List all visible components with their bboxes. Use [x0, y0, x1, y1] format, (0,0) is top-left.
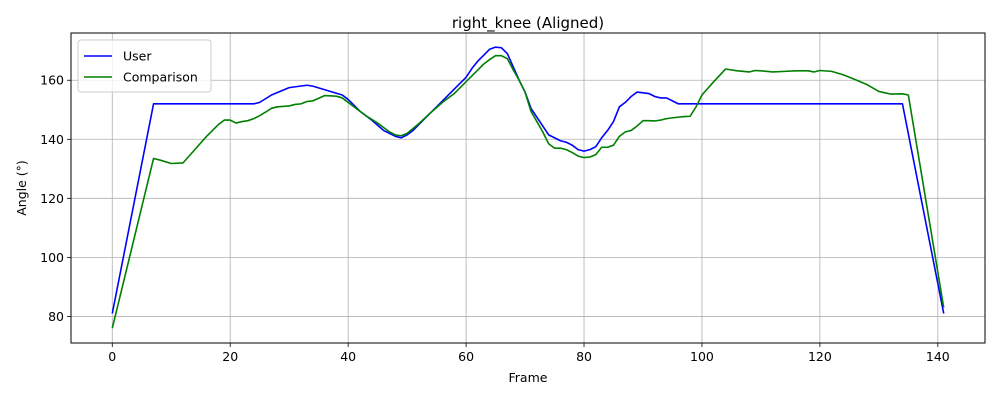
y-tick-label: 120 — [40, 191, 64, 206]
plot-area — [71, 33, 985, 343]
x-tick-label: 100 — [690, 349, 714, 364]
plot-frame — [70, 32, 986, 344]
grid — [71, 33, 985, 343]
x-axis-ticks: 0 20 40 60 80 100 120 140 — [108, 343, 950, 364]
legend-label: User — [123, 49, 152, 64]
x-tick-label: 40 — [340, 349, 356, 364]
x-axis-title: Frame — [509, 370, 548, 385]
x-tick-label: 120 — [808, 349, 832, 364]
y-tick-label: 100 — [40, 250, 64, 265]
y-tick-label: 140 — [40, 132, 64, 147]
series-line-comparison — [111, 54, 945, 329]
y-tick-label: 80 — [48, 309, 64, 324]
y-axis-ticks: 80 100 120 140 160 — [40, 73, 71, 324]
y-axis-title: Angle (°) — [14, 160, 29, 216]
y-tick-label: 160 — [40, 73, 64, 88]
x-tick-label: 80 — [576, 349, 592, 364]
legend-box — [77, 39, 212, 93]
series-line-user — [111, 46, 945, 314]
legend-label: Comparison — [123, 70, 198, 85]
chart-title: right_knee (Aligned) — [452, 14, 604, 33]
x-tick-label: 140 — [926, 349, 950, 364]
x-tick-label: 20 — [222, 349, 238, 364]
x-tick-label: 0 — [108, 349, 116, 364]
series-lines — [111, 46, 945, 329]
x-tick-label: 60 — [458, 349, 474, 364]
legend: User Comparison — [77, 39, 212, 93]
